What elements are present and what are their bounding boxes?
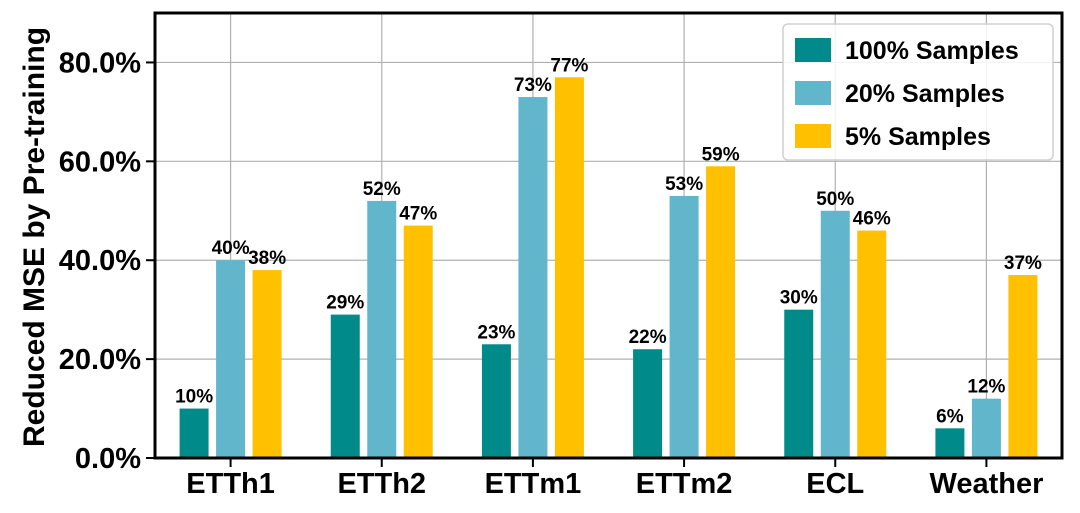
bar — [367, 200, 397, 458]
bar-value-label: 37% — [1004, 253, 1042, 274]
bar — [784, 309, 814, 458]
bar — [669, 195, 699, 458]
bar-value-label: 59% — [702, 144, 740, 165]
x-tick-label: ETTh2 — [337, 468, 426, 500]
bar — [857, 230, 887, 458]
bar — [971, 398, 1001, 458]
bar — [252, 270, 282, 458]
bar-value-label: 23% — [477, 322, 515, 343]
bar — [706, 166, 736, 458]
bar — [554, 77, 584, 459]
y-tick-label: 60.0% — [59, 146, 141, 178]
y-axis-title: Reduced MSE by Pre-training — [18, 27, 51, 447]
bar-value-label: 12% — [967, 377, 1005, 398]
legend-label: 100% Samples — [845, 37, 1019, 65]
x-tick-label: Weather — [929, 468, 1043, 500]
bar-labels: 10% 40%38% 29% 52% 47% 23% 73%77% 22% 53% 59% 30% 5… — [175, 55, 1042, 427]
bar — [216, 260, 246, 458]
x-tick-label: ETTm1 — [485, 468, 582, 500]
x-tick-label: ETTh1 — [186, 468, 275, 500]
bar — [518, 97, 548, 459]
bar-value-label: 53% — [665, 174, 703, 195]
bar — [179, 408, 209, 458]
x-tick-label: ETTm2 — [636, 468, 733, 500]
bar — [935, 428, 965, 458]
bar-value-label: 22% — [629, 327, 667, 348]
y-tick-label: 40.0% — [59, 245, 141, 277]
plot-frame — [153, 11, 1064, 460]
bar — [330, 314, 360, 458]
x-tick-label: ECL — [806, 468, 864, 500]
legend-swatch — [795, 81, 831, 105]
bar — [633, 349, 663, 458]
legend: 100% Samples 20% Samples 5% Samples — [782, 23, 1054, 161]
legend-box — [782, 23, 1054, 161]
bar-value-label: 77% — [550, 55, 588, 76]
bar-value-label: 6% — [936, 406, 964, 427]
axes — [153, 11, 1064, 460]
legend-label: 20% Samples — [845, 80, 1005, 108]
y-tick-label: 80.0% — [59, 47, 141, 79]
bar-value-label: 30% — [780, 288, 818, 309]
bar-value-label: 29% — [326, 293, 364, 314]
bar — [403, 225, 433, 458]
bar-value-label: 47% — [399, 204, 437, 225]
bar-value-label: 40% — [212, 238, 250, 259]
y-tick-label: 0.0% — [75, 443, 141, 475]
bar — [820, 210, 850, 458]
bar-value-label: 10% — [175, 387, 213, 408]
y-tick-label: 20.0% — [59, 344, 141, 376]
bar-value-label: 50% — [816, 189, 854, 210]
legend-swatch — [795, 38, 831, 62]
bar-value-label: 52% — [363, 179, 401, 200]
bar-value-label: 46% — [853, 209, 891, 230]
bar — [481, 344, 511, 458]
bars — [179, 77, 1038, 459]
bar-value-label: 38% — [248, 248, 286, 269]
bar — [1008, 275, 1038, 458]
legend-label: 5% Samples — [845, 123, 991, 151]
ticks: 0.0% 20.0% 40.0% 60.0% 80.0% ETTh1 ETTh2 ETTm1 E… — [59, 47, 1044, 500]
bar-value-label: 73% — [514, 75, 552, 96]
legend-swatch — [795, 124, 831, 148]
